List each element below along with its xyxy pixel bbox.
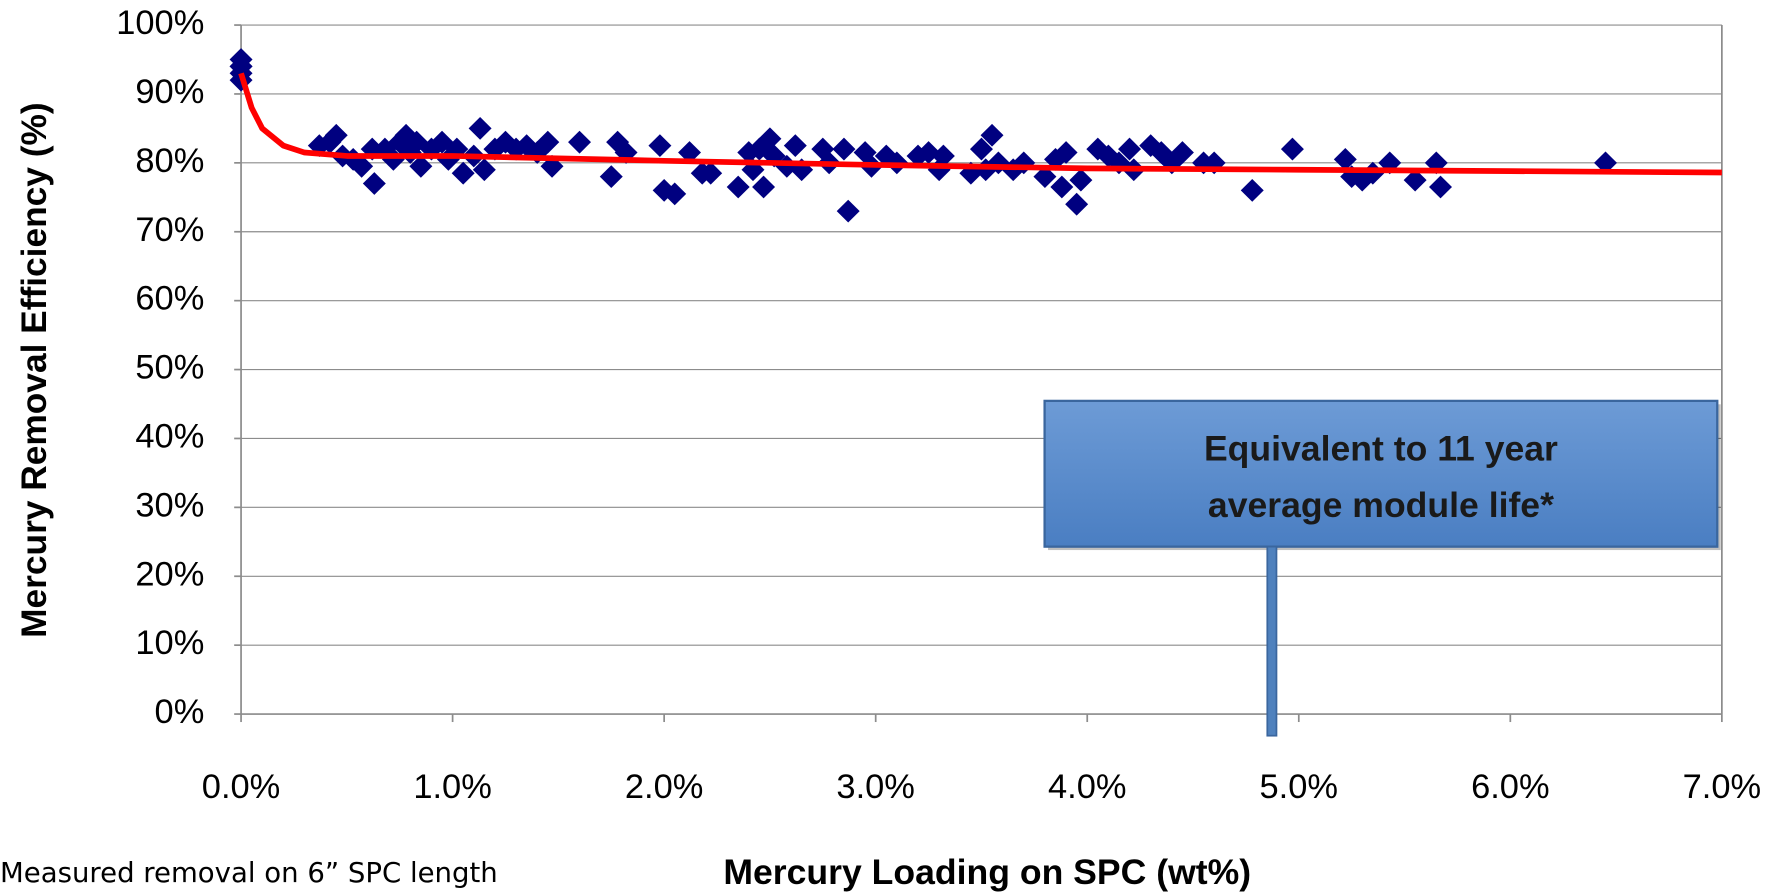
trend-line: [238, 72, 1722, 176]
y-tick-label: 60%: [135, 280, 204, 318]
x-tick-label: 4.0%: [1048, 768, 1126, 806]
annotation-line: average module life*: [1208, 485, 1554, 525]
data-point: [832, 137, 856, 161]
x-tick-label: 1.0%: [413, 768, 491, 806]
x-tick-label: 0.0%: [202, 768, 280, 806]
data-point: [451, 161, 475, 185]
data-point: [536, 130, 560, 154]
data-point: [1240, 179, 1264, 202]
y-tick-label: 50%: [135, 349, 204, 387]
data-point: [405, 130, 429, 154]
plot-area: 0% 10% 20% 30% 40% 50% 60% 70% 80% 90% 100% 0.0% 1.0…: [116, 4, 1761, 806]
x-tick-label: 2.0%: [625, 768, 703, 806]
x-tick-label: 3.0%: [836, 768, 914, 806]
data-point: [606, 130, 630, 154]
data-point: [1333, 148, 1357, 171]
callout-pointer: [1266, 545, 1278, 737]
x-tick-label: 5.0%: [1260, 768, 1338, 806]
data-point: [648, 134, 672, 158]
data-point: [362, 172, 386, 195]
data-point: [1429, 175, 1452, 199]
data-point: [783, 134, 807, 158]
data-point: [980, 123, 1004, 147]
y-tick-label: 70%: [135, 211, 204, 249]
footnote: Measured removal on 6” SPC length: [0, 858, 498, 889]
annotation-line: Equivalent to 11 year: [1204, 428, 1558, 468]
data-point: [568, 130, 592, 154]
data-point: [324, 123, 348, 147]
y-tick-label: 20%: [135, 555, 204, 593]
data-point: [663, 182, 687, 206]
x-axis-title: Mercury Loading on SPC (wt%): [723, 852, 1251, 892]
data-point: [1280, 137, 1304, 161]
data-point: [409, 154, 433, 178]
x-tick-label: 7.0%: [1683, 768, 1761, 806]
data-point: [350, 154, 374, 178]
y-tick-label: 90%: [135, 73, 204, 111]
y-tick-label: 100%: [116, 4, 204, 42]
y-tick-label: 80%: [135, 142, 204, 180]
data-point: [699, 161, 723, 185]
annotation-callout: Equivalent to 11 year average module lif…: [1043, 399, 1721, 737]
data-point: [931, 144, 955, 168]
data-point: [494, 130, 517, 154]
y-tick-label: 0%: [155, 693, 205, 731]
data-point: [758, 127, 782, 151]
data-point: [1033, 165, 1057, 189]
data-point: [468, 117, 492, 140]
data-point: [1069, 168, 1093, 192]
data-point: [599, 165, 623, 189]
y-tick-label: 10%: [135, 624, 204, 662]
y-axis-title: Mercury Removal Efficiency (%): [14, 102, 54, 638]
data-point: [394, 123, 418, 147]
x-tick-label: 6.0%: [1471, 768, 1549, 806]
callout-box: [1043, 399, 1719, 548]
data-point: [726, 175, 750, 199]
y-tick-label: 30%: [135, 487, 204, 525]
data-point: [836, 199, 860, 223]
y-tick-label: 40%: [135, 418, 204, 456]
data-point: [752, 175, 776, 199]
data-point: [229, 55, 253, 78]
data-point: [1065, 192, 1089, 216]
data-point: [430, 130, 454, 154]
